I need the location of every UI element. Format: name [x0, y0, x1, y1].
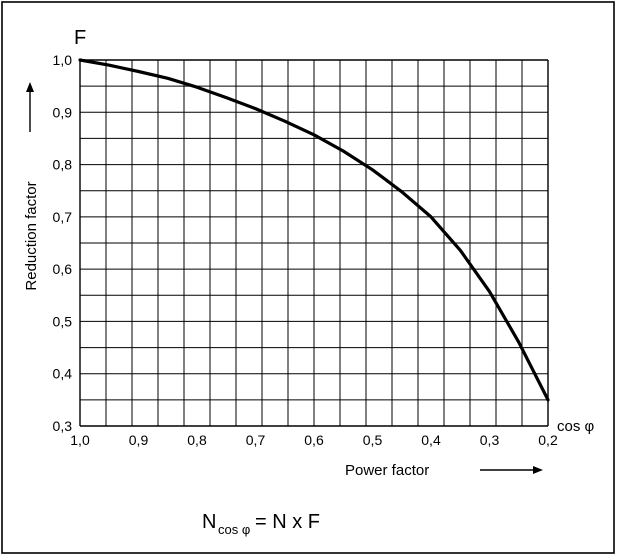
y-tick-label: 0,4	[53, 366, 73, 382]
x-tick-label: 0,7	[246, 432, 266, 448]
y-tick-label: 0,5	[53, 313, 73, 329]
y-tick-label: 1,0	[53, 52, 73, 68]
reduction-factor-curve	[78, 58, 550, 402]
x-tick-label: 0,6	[304, 432, 324, 448]
x-symbol: cos φ	[557, 418, 595, 435]
x-tick-label: 0,2	[538, 432, 558, 448]
formula-subscript: cos φ	[218, 522, 250, 537]
x-tick-label: 0,4	[421, 432, 441, 448]
x-axis-label: Power factor	[345, 462, 429, 479]
y-symbol: F	[74, 27, 86, 49]
x-tick-label: 0,5	[363, 432, 383, 448]
x-tick-label: 0,3	[480, 432, 500, 448]
y-tick-label: 0,7	[53, 209, 73, 225]
y-axis-arrow	[26, 82, 34, 132]
x-tick-label: 0,9	[129, 432, 149, 448]
formula-lhs: N	[202, 511, 216, 533]
x-tick-label: 1,0	[70, 432, 90, 448]
y-tick-label: 0,3	[53, 418, 73, 434]
x-axis-arrow	[480, 466, 543, 474]
y-tick-label: 0,8	[53, 157, 73, 173]
y-tick-label: 0,6	[53, 261, 73, 277]
tick-labels: 1,0 0,9 0,8 0,7 0,6 0,5 0,4 0,3 0,2 0,3 0,4 0,5 0,6 0…	[53, 52, 558, 448]
curve-layer	[78, 58, 550, 402]
formula: N cos φ = N x F	[202, 511, 320, 537]
formula-rhs: = N x F	[255, 511, 320, 533]
y-axis-label: Reduction factor	[23, 181, 40, 290]
x-tick-label: 0,8	[187, 432, 207, 448]
y-tick-label: 0,9	[53, 104, 73, 120]
